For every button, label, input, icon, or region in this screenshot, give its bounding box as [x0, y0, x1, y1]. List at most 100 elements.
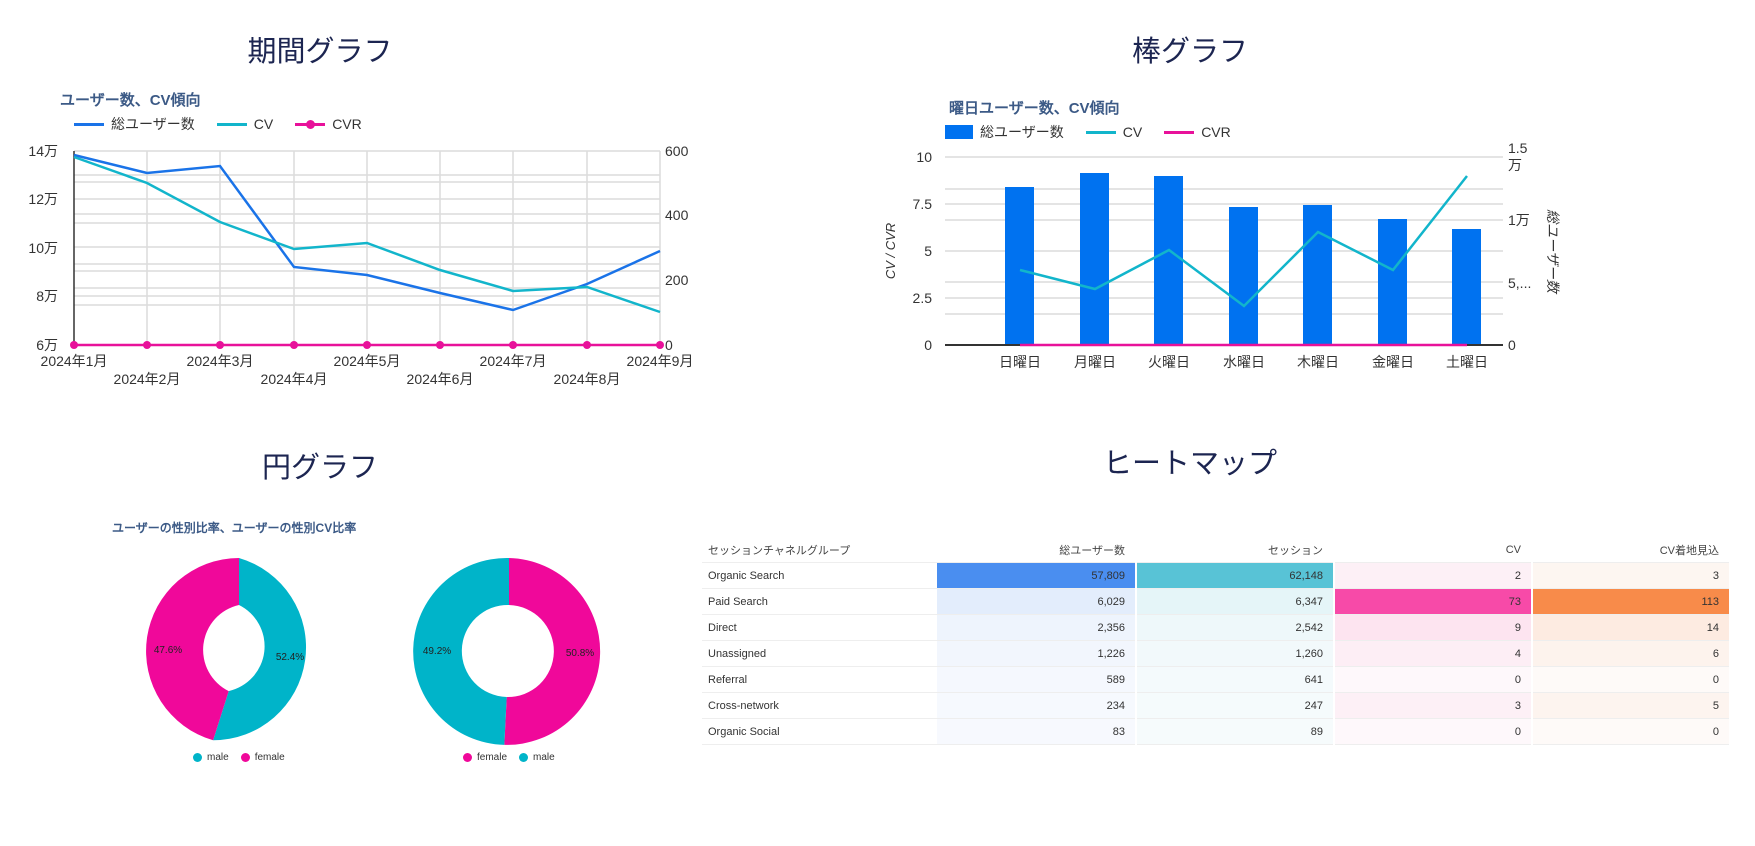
slice-male[interactable]	[213, 558, 307, 741]
bar-chart-title: 曜日ユーザー数、CV傾向	[949, 100, 1120, 117]
cell-cv-forecast: 6	[1533, 641, 1729, 667]
y-tick-right: 1.5	[1508, 140, 1528, 156]
legend-item-cvr[interactable]: CVR	[1164, 124, 1231, 140]
series-cv-line[interactable]	[73, 155, 661, 314]
series-cvr-points	[70, 341, 664, 349]
legend-item-female[interactable]: female	[240, 752, 285, 763]
x-tick: 金曜日	[1372, 354, 1414, 370]
slice-female[interactable]	[504, 558, 601, 745]
table-row[interactable]: Paid Search 6,029 6,347 73 113	[702, 589, 1729, 615]
x-tick: 2024年4月	[261, 371, 328, 387]
legend-item-male[interactable]: male	[193, 752, 229, 763]
legend-item-cv[interactable]: CV	[1085, 124, 1142, 140]
slice-label: 50.8%	[566, 648, 594, 659]
pie-chart-title: ユーザーの性別比率、ユーザーの性別CV比率	[112, 521, 357, 535]
legend-label: female	[254, 752, 285, 763]
cell-cv: 9	[1335, 615, 1531, 641]
table-row[interactable]: Cross-network 234 247 3 5	[702, 693, 1729, 719]
cell-users: 2,356	[937, 615, 1135, 641]
y-tick-left: 5	[924, 243, 932, 259]
legend-item-users[interactable]: 総ユーザー数	[945, 122, 1064, 142]
legend-line-dot-icon	[295, 119, 326, 129]
table-row[interactable]: Organic Social 83 89 0 0	[702, 719, 1729, 745]
table-row[interactable]: Unassigned 1,226 1,260 4 6	[702, 641, 1729, 667]
column-header-sessions[interactable]: セッション	[1137, 538, 1333, 563]
legend-item-users[interactable]: 総ユーザー数	[74, 114, 195, 134]
legend-dot-icon	[240, 753, 250, 762]
cell-sessions: 2,542	[1137, 615, 1333, 641]
column-header-channel[interactable]: セッションチャネルグループ	[702, 538, 937, 563]
section-title-pie: 円グラフ	[261, 450, 378, 484]
x-tick: 2024年9月	[627, 353, 694, 369]
legend-label: female	[477, 752, 508, 763]
cell-channel: Referral	[702, 667, 937, 693]
donut-users-gender[interactable]: 52.4% 47.6%	[140, 552, 340, 752]
legend-line-icon	[74, 122, 104, 126]
column-header-users[interactable]: 総ユーザー数	[937, 538, 1135, 563]
legend-item-male[interactable]: male	[519, 752, 555, 763]
slice-label: 52.4%	[276, 652, 304, 663]
table-row[interactable]: Organic Search 57,809 62,148 2 3	[702, 563, 1729, 589]
legend-item-female[interactable]: female	[463, 752, 507, 763]
series-cv-line[interactable]	[1019, 175, 1468, 308]
y-tick-left: 10	[916, 149, 932, 165]
y-tick-right: 0	[665, 337, 673, 353]
x-tick: 2024年3月	[187, 353, 254, 369]
y-tick-right: 5,...	[1508, 275, 1531, 291]
y-tick-right: 200	[665, 272, 689, 288]
right-axis-label: 総ユーザー数	[1545, 209, 1561, 295]
cell-users: 57,809	[937, 563, 1135, 589]
table-row[interactable]: Direct 2,356 2,542 9 14	[702, 615, 1729, 641]
y-tick-right: 600	[665, 143, 689, 159]
legend-item-cvr[interactable]: CVR	[295, 116, 362, 132]
legend-box-icon	[945, 125, 973, 139]
bar-chart-plot: 10 7.5 5 2.5 0 CV / CVR 1.5 万 1万 5,... 0…	[883, 140, 1561, 370]
cell-cv-forecast: 14	[1533, 615, 1729, 641]
x-tick: 2024年2月	[114, 371, 181, 387]
column-header-cv-forecast[interactable]: CV着地見込	[1533, 538, 1729, 563]
x-tick: 2024年5月	[334, 353, 401, 369]
legend-label: male	[207, 752, 229, 763]
table-row[interactable]: Referral 589 641 0 0	[702, 667, 1729, 693]
x-tick: 月曜日	[1074, 354, 1116, 370]
x-tick: 土曜日	[1446, 354, 1488, 370]
cell-channel: Paid Search	[702, 589, 937, 615]
cell-users: 6,029	[937, 589, 1135, 615]
legend-label: CV	[253, 116, 274, 132]
cell-cv: 4	[1335, 641, 1531, 667]
cell-cv-forecast: 3	[1533, 563, 1729, 589]
cell-channel: Cross-network	[702, 693, 937, 719]
x-tick: 2024年8月	[554, 371, 621, 387]
cell-sessions: 89	[1137, 719, 1333, 745]
cell-channel: Unassigned	[702, 641, 937, 667]
legend-label: 総ユーザー数	[980, 124, 1064, 140]
y-tick-right: 400	[665, 207, 689, 223]
y-tick-left: 0	[924, 337, 932, 353]
x-tick: 木曜日	[1297, 354, 1339, 370]
slice-male[interactable]	[413, 557, 509, 745]
series-users-line[interactable]	[73, 153, 661, 312]
legend-dot-icon	[519, 753, 529, 762]
legend-label: CVR	[1201, 124, 1231, 140]
legend-line-icon	[1164, 130, 1195, 134]
y-tick-right: 0	[1508, 337, 1516, 353]
cell-sessions: 1,260	[1137, 641, 1333, 667]
donut-cv-gender[interactable]: 50.8% 49.2%	[410, 552, 610, 752]
y-tick-left: 7.5	[913, 196, 933, 212]
legend-label: CVR	[332, 116, 362, 132]
column-header-cv[interactable]: CV	[1335, 538, 1531, 563]
y-tick-left: 2.5	[913, 290, 933, 306]
donut-right-legend: female male	[463, 752, 567, 763]
x-tick: 2024年6月	[407, 371, 474, 387]
cell-cv-forecast: 5	[1533, 693, 1729, 719]
slice-label: 49.2%	[423, 646, 451, 657]
cell-cv: 3	[1335, 693, 1531, 719]
table-header-row: セッションチャネルグループ 総ユーザー数 セッション CV CV着地見込	[702, 538, 1729, 563]
section-title-bar: 棒グラフ	[1131, 34, 1248, 68]
legend-label: male	[533, 752, 555, 763]
y-tick-left: 10万	[28, 240, 58, 256]
slice-female[interactable]	[146, 558, 239, 741]
legend-dot-icon	[463, 753, 472, 762]
legend-item-cv[interactable]: CV	[216, 116, 274, 132]
series-users-bars[interactable]	[1005, 173, 1481, 345]
